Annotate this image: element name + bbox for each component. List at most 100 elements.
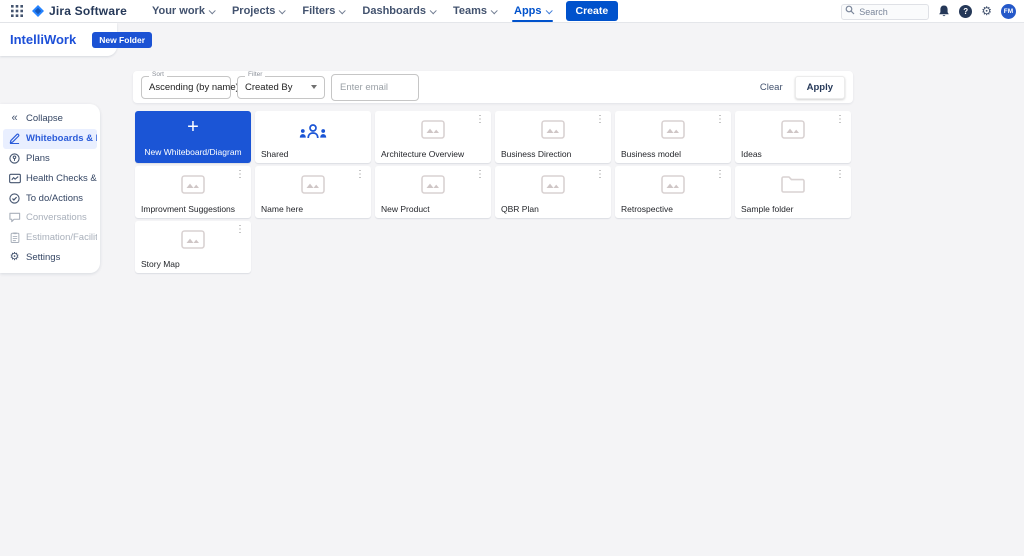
app-switcher-icon[interactable]: [8, 2, 26, 20]
card-business-direction[interactable]: ⋮ Business Direction: [495, 111, 611, 163]
jira-logo[interactable]: Jira Software: [32, 4, 127, 18]
card-title: Name here: [261, 204, 304, 214]
card-sample-folder[interactable]: ⋮ Sample folder: [735, 166, 851, 218]
card-retrospective[interactable]: ⋮ Retrospective: [615, 166, 731, 218]
sidebar-collapse[interactable]: « Collapse: [3, 109, 97, 129]
nav-teams[interactable]: Teams: [444, 0, 505, 22]
sidebar-item-health-checks[interactable]: Health Checks & Surveys: [3, 168, 97, 188]
plus-icon: +: [187, 116, 199, 138]
image-placeholder-icon: [135, 175, 251, 194]
kebab-menu-icon[interactable]: ⋮: [235, 224, 245, 235]
image-placeholder-icon: [375, 175, 491, 194]
image-placeholder-icon: [735, 120, 851, 139]
app-title: Jira Software: [49, 4, 127, 18]
card-architecture-overview[interactable]: ⋮ Architecture Overview: [375, 111, 491, 163]
card-new-product[interactable]: ⋮ New Product: [375, 166, 491, 218]
check-circle-icon: [8, 192, 21, 204]
sidebar-item-estimation[interactable]: Estimation/Facilitation: [3, 228, 97, 248]
search-box: [841, 2, 930, 20]
whiteboard-pen-icon: [8, 133, 21, 145]
sidebar-item-settings[interactable]: ⚙ Settings: [9, 250, 61, 263]
filter-bar: Sort Ascending (by name) Filter Created …: [133, 71, 853, 103]
filter-select-value: Created By: [245, 81, 293, 93]
sidebar-item-conversations[interactable]: Conversations: [3, 208, 97, 228]
email-filter-input[interactable]: [331, 73, 419, 101]
card-title: New Product: [381, 204, 430, 214]
folder-icon: [735, 175, 851, 194]
settings-gear-icon[interactable]: ⚙: [981, 4, 992, 18]
chat-bubble-icon: [8, 212, 21, 223]
user-avatar[interactable]: FM: [1001, 3, 1016, 19]
sidebar-item-whiteboards-diagrams[interactable]: Whiteboards & Diagrams: [3, 128, 97, 149]
card-title: Architecture Overview: [381, 149, 465, 159]
image-placeholder-icon: [615, 120, 731, 139]
kebab-menu-icon[interactable]: ⋮: [355, 169, 365, 180]
clear-button[interactable]: Clear: [754, 78, 789, 97]
notifications-bell-icon[interactable]: [938, 5, 950, 18]
card-business-model[interactable]: ⋮ Business model: [615, 111, 731, 163]
card-new-whiteboard[interactable]: + New Whiteboard/Diagram: [135, 111, 251, 163]
card-name-here[interactable]: ⋮ Name here: [255, 166, 371, 218]
card-qbr-plan[interactable]: ⋮ QBR Plan: [495, 166, 611, 218]
primary-nav: Your work Projects Filters Dashboards Te…: [143, 0, 619, 22]
card-title: Retrospective: [621, 204, 673, 214]
card-story-map[interactable]: ⋮ Story Map: [135, 221, 251, 273]
card-shared[interactable]: Shared: [255, 111, 371, 163]
sort-select-label: Sort: [149, 71, 167, 79]
kebab-menu-icon[interactable]: ⋮: [715, 114, 725, 125]
nav-your-work[interactable]: Your work: [143, 0, 223, 22]
sort-select-value: Ascending (by name): [149, 81, 239, 93]
topbar-right-cluster: ? ⚙ FM: [841, 2, 1016, 20]
chevron-down-icon: [429, 6, 437, 14]
shared-group-icon: [255, 123, 371, 140]
kebab-menu-icon[interactable]: ⋮: [835, 169, 845, 180]
image-placeholder-icon: [495, 120, 611, 139]
map-pin-icon: [8, 153, 21, 164]
health-check-icon: [8, 173, 21, 184]
card-title: Story Map: [141, 259, 180, 269]
chevron-down-icon: [279, 6, 287, 14]
search-input[interactable]: [841, 4, 930, 20]
card-improvment-suggestions[interactable]: ⋮ Improvment Suggestions: [135, 166, 251, 218]
create-button[interactable]: Create: [565, 1, 619, 21]
card-title: QBR Plan: [501, 204, 539, 214]
image-placeholder-icon: [375, 120, 491, 139]
page-title: IntelliWork: [10, 32, 77, 47]
card-title: Business Direction: [501, 149, 572, 159]
created-by-select[interactable]: Filter Created By: [237, 71, 325, 99]
apply-button[interactable]: Apply: [794, 75, 845, 99]
nav-projects[interactable]: Projects: [223, 0, 293, 22]
sidebar-item-todo-actions[interactable]: To do/Actions: [3, 188, 97, 208]
chevron-down-icon: [208, 6, 216, 14]
sidebar-item-plans[interactable]: Plans: [3, 149, 97, 169]
card-title: Improvment Suggestions: [141, 204, 236, 214]
collapse-chevrons-icon: «: [11, 112, 18, 125]
kebab-menu-icon[interactable]: ⋮: [475, 114, 485, 125]
help-icon[interactable]: ?: [959, 4, 973, 18]
kebab-menu-icon[interactable]: ⋮: [475, 169, 485, 180]
kebab-menu-icon[interactable]: ⋮: [595, 114, 605, 125]
image-placeholder-icon: [135, 230, 251, 249]
image-placeholder-icon: [255, 175, 371, 194]
gear-icon: ⚙: [9, 250, 20, 263]
nav-dashboards[interactable]: Dashboards: [353, 0, 444, 22]
kebab-menu-icon[interactable]: ⋮: [235, 169, 245, 180]
card-title: Shared: [261, 149, 289, 159]
card-ideas[interactable]: ⋮ Ideas: [735, 111, 851, 163]
top-navigation-bar: Jira Software Your work Projects Filters…: [0, 0, 1024, 23]
kebab-menu-icon[interactable]: ⋮: [835, 114, 845, 125]
image-placeholder-icon: [495, 175, 611, 194]
clipboard-icon: [8, 232, 21, 244]
page-header: IntelliWork New Folder: [0, 23, 153, 56]
chevron-down-icon: [490, 6, 498, 14]
nav-apps[interactable]: Apps: [505, 0, 560, 22]
nav-filters[interactable]: Filters: [293, 0, 353, 22]
new-folder-button[interactable]: New Folder: [92, 31, 153, 48]
sidebar: « Collapse Whiteboards & Diagrams Plans …: [0, 104, 100, 273]
kebab-menu-icon[interactable]: ⋮: [595, 169, 605, 180]
sort-select[interactable]: Sort Ascending (by name): [141, 71, 251, 99]
kebab-menu-icon[interactable]: ⋮: [715, 169, 725, 180]
card-title: Business model: [621, 149, 682, 159]
chevron-down-icon: [545, 6, 553, 14]
filter-select-label: Filter: [245, 71, 266, 79]
